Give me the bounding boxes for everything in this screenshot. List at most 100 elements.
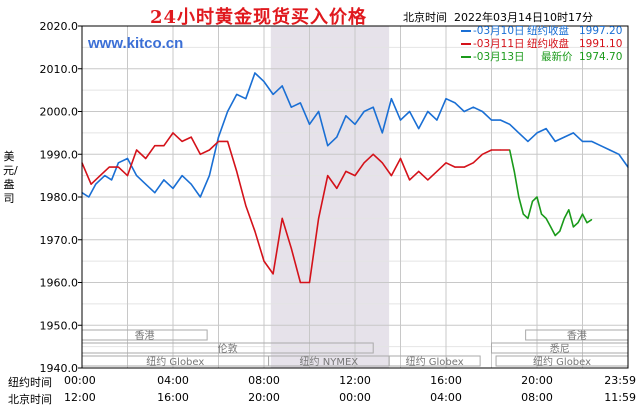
ny-time-tick: 04:00 (157, 374, 189, 387)
ny-time-tick: 00:00 (64, 374, 96, 387)
data-point (145, 183, 147, 185)
data-point (327, 175, 329, 177)
data-point (336, 136, 338, 138)
legend-swatch (461, 30, 471, 32)
data-point (190, 183, 192, 185)
beijing-time-label: 北京时间 (403, 11, 447, 24)
data-point (381, 132, 383, 134)
legend-key: 纽约收盘 (527, 38, 569, 50)
data-point (581, 213, 584, 215)
data-point (550, 226, 552, 228)
data-point (99, 175, 101, 177)
data-point (490, 119, 493, 121)
data-point (217, 136, 220, 138)
data-point (554, 234, 556, 237)
data-point (463, 166, 465, 168)
data-point (409, 179, 411, 181)
data-point (88, 196, 90, 198)
bj-time-tick: 16:00 (157, 391, 189, 404)
data-point (418, 170, 420, 172)
market-ny-globex-label: 纽约 Globex (533, 355, 591, 368)
data-point (563, 136, 565, 138)
data-point (445, 98, 447, 100)
data-point (254, 230, 256, 232)
data-point (104, 175, 106, 177)
legend-value: 1991.10 (579, 38, 623, 50)
data-point (418, 128, 420, 130)
legend-value: 1997.20 (579, 25, 623, 37)
data-point (372, 153, 374, 155)
plot-frame (81, 25, 629, 369)
data-point (117, 166, 119, 168)
legend-swatch (461, 43, 471, 45)
data-point (591, 140, 593, 143)
y-tick-label: 1950.0 (40, 319, 79, 332)
data-point (263, 80, 265, 83)
data-point (363, 110, 365, 113)
data-point (117, 162, 119, 164)
y-tick-label: 2000.0 (40, 106, 79, 119)
legend-swatch (461, 56, 471, 58)
data-point (308, 123, 311, 125)
legend-item: -03月10日 纽约收盘 1997.20 (461, 25, 627, 38)
ny-time-tick: 08:00 (248, 374, 280, 387)
data-point (345, 170, 347, 172)
data-point (318, 217, 320, 219)
data-point (436, 119, 438, 121)
site-link[interactable]: www.kitco.cn (88, 35, 184, 52)
data-point (208, 175, 210, 177)
page-title: 24小时黄金现货买入价格 (150, 7, 368, 28)
data-point (90, 183, 92, 185)
data-point (509, 123, 511, 125)
data-point (399, 119, 402, 121)
market-london-label: 伦敦 (218, 342, 238, 355)
data-point (609, 149, 611, 151)
ny-time-tick: 23:59 (604, 374, 636, 387)
bj-time-tick: 00:00 (339, 391, 371, 404)
data-point (381, 162, 383, 164)
data-point (427, 179, 429, 181)
data-point (227, 140, 229, 143)
data-point (518, 132, 520, 134)
series-line-0 (81, 72, 629, 198)
y-tick-label: 1940.0 (40, 362, 79, 375)
data-point (390, 98, 392, 100)
data-point (572, 226, 575, 228)
data-point (345, 115, 347, 117)
data-point (290, 106, 292, 108)
data-point (190, 136, 192, 138)
market-ny-nymex-label: 纽约 NYMEX (300, 355, 359, 368)
data-point (272, 93, 274, 95)
data-point (490, 149, 493, 151)
data-point (409, 110, 411, 113)
data-point (581, 140, 584, 143)
data-point (500, 149, 502, 151)
data-point (145, 157, 147, 160)
bj-time-tick: 12:00 (64, 391, 96, 404)
legend-item: -03月13日 最新价 1974.70 (461, 51, 627, 64)
data-point (245, 204, 247, 207)
data-point (110, 179, 113, 181)
data-point (181, 140, 183, 143)
y-tick-label: 1990.0 (40, 148, 79, 161)
market-ny-globex-label: 纽约 Globex (406, 355, 464, 368)
data-point (554, 140, 556, 143)
data-point (399, 157, 402, 160)
data-point (577, 222, 579, 224)
legend-value: 1974.70 (579, 51, 623, 63)
data-point (354, 123, 356, 125)
data-point (181, 175, 183, 177)
legend: -03月10日 纽约收盘 1997.20 -03月11日 纽约收盘 1991.10 -0… (461, 25, 627, 65)
data-point (254, 72, 256, 74)
data-point (472, 106, 474, 108)
data-point (236, 170, 238, 172)
market-hongkong-label: 香港 (567, 330, 587, 342)
timestamp: 北京时间 2022年03月14日10时17分 (403, 9, 593, 25)
bj-time-label: 北京时间 (8, 393, 52, 406)
legend-date: -03月11日 (473, 38, 525, 50)
data-point (540, 213, 543, 215)
data-point (472, 162, 474, 164)
data-point (154, 192, 156, 194)
